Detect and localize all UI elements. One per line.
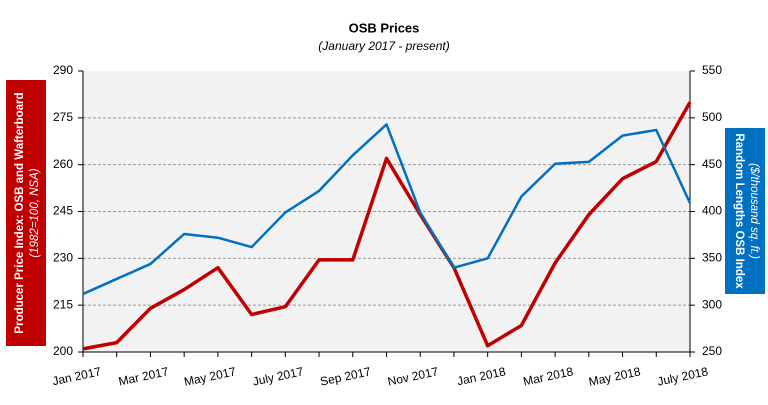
- series-line: [82, 123, 692, 296]
- chart-title: OSB Prices: [349, 20, 420, 35]
- x-tick-label: Jan 2017: [51, 364, 103, 388]
- y-tick-label: 290: [53, 63, 73, 77]
- y2-axis-label: Random Lengths OSB Index: [733, 133, 745, 289]
- y-axis-label: Producer Price Index: OSB and Wafterboar…: [14, 92, 26, 333]
- y2-tick-label: 450: [702, 157, 722, 171]
- x-tick-label: July 2018: [656, 364, 709, 388]
- y-tick-label: 260: [53, 157, 73, 171]
- series-line: [82, 101, 692, 351]
- y-tick-label: 215: [53, 297, 73, 311]
- y-tick-label: 275: [53, 110, 73, 124]
- y2-tick-label: 300: [702, 297, 722, 311]
- x-tick-label: Mar 2018: [522, 364, 575, 388]
- y2-tick-label: 550: [702, 63, 722, 77]
- x-tick-label: Jan 2018: [456, 364, 508, 388]
- y2-label-box: [725, 128, 765, 294]
- x-tick-label: Sep 2017: [319, 364, 372, 388]
- y2-tick-label: 400: [702, 204, 722, 218]
- y2-axis-sublabel: ($/thousand sq. ft.): [748, 163, 760, 259]
- y2-tick-label: 250: [702, 344, 722, 358]
- y-tick-label: 230: [53, 251, 73, 265]
- x-tick-label: Mar 2017: [117, 364, 170, 388]
- x-tick-label: July 2017: [251, 364, 304, 388]
- y-tick-label: 245: [53, 204, 73, 218]
- y2-tick-label: 350: [702, 251, 722, 265]
- x-tick-label: May 2017: [183, 364, 238, 389]
- chart-subtitle: (January 2017 - present): [318, 39, 449, 53]
- y-label-box: [6, 80, 46, 346]
- y2-tick-label: 500: [702, 110, 722, 124]
- y-axis-sublabel: (1982=100, NSA): [29, 168, 41, 257]
- x-tick-label: May 2018: [587, 364, 642, 389]
- y-tick-label: 200: [53, 344, 73, 358]
- x-tick-label: Nov 2017: [386, 364, 439, 388]
